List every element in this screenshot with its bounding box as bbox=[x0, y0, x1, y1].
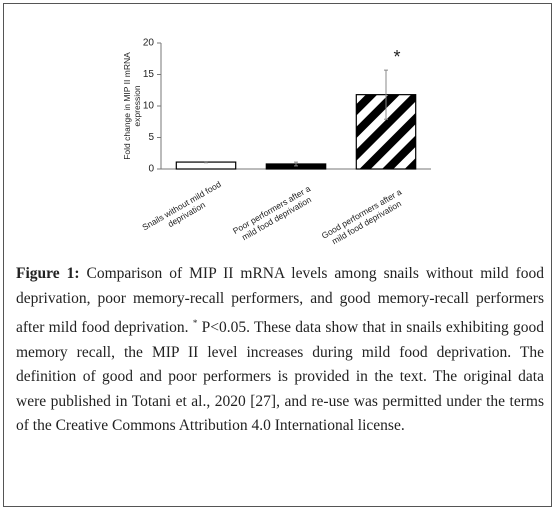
y-tick-label: 20 bbox=[143, 38, 155, 49]
y-tick-label: 0 bbox=[148, 164, 154, 175]
error-bar bbox=[204, 160, 208, 164]
significance-annotation: * bbox=[393, 47, 400, 67]
chart: * 0 5 10 15 20 bbox=[143, 38, 431, 175]
y-tick-label: 15 bbox=[143, 69, 155, 80]
caption-superscript: * bbox=[192, 318, 198, 328]
caption-text: P<0.05. These data show that in snails e… bbox=[16, 319, 545, 435]
caption-text: Comparison of MIP II mRNA levels among s… bbox=[16, 265, 545, 337]
y-axis-label: Fold change in MIP II mRNA expression bbox=[122, 52, 142, 160]
y-tick-label: 10 bbox=[143, 101, 155, 112]
y-tick-label: 5 bbox=[148, 132, 154, 143]
caption-label: Figure 1: bbox=[16, 265, 80, 282]
caption: Figure 1: Comparison of MIP II mRNA leve… bbox=[16, 262, 544, 439]
figure-frame: * 0 5 10 15 20 Fold change in MIP II mRNA ex… bbox=[3, 3, 552, 507]
error-bar bbox=[294, 161, 298, 167]
error-bar bbox=[384, 69, 388, 120]
